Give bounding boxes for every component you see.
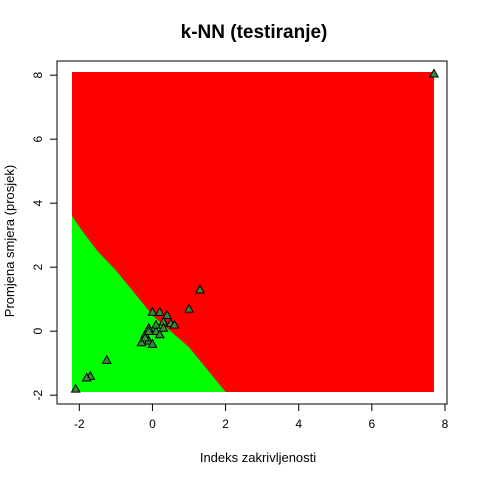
y-tick-label: 6 xyxy=(31,136,45,143)
y-tick-label: 4 xyxy=(31,200,45,207)
data-point xyxy=(151,319,162,329)
x-axis-title: Indeks zakrivljenosti xyxy=(200,450,316,465)
region-green xyxy=(72,216,226,392)
data-point xyxy=(183,303,195,313)
y-tick-label: 0 xyxy=(31,328,45,335)
data-point xyxy=(194,284,206,294)
data-point xyxy=(158,322,169,332)
data-point xyxy=(147,306,158,316)
data-point xyxy=(136,337,147,347)
data-point xyxy=(162,309,173,320)
x-tick-label: 6 xyxy=(368,417,375,431)
x-tick-label: 8 xyxy=(442,417,449,431)
data-point xyxy=(81,372,92,382)
y-tick-label: 8 xyxy=(31,72,45,79)
y-axis-title: Promjena smjera (prosjek) xyxy=(2,165,17,317)
data-point xyxy=(147,338,158,348)
chart-title: k-NN (testiranje) xyxy=(181,22,328,43)
data-point xyxy=(140,332,151,342)
data-point xyxy=(143,325,154,336)
data-point xyxy=(101,354,112,364)
x-tick-label: 2 xyxy=(222,417,229,431)
data-point xyxy=(169,319,180,329)
data-point xyxy=(428,68,440,78)
x-tick-label: 0 xyxy=(149,417,156,431)
data-point xyxy=(70,383,81,393)
data-point xyxy=(154,329,165,339)
x-tick-label: 4 xyxy=(295,417,302,431)
plot-area xyxy=(70,68,440,393)
axes: -2 0 2 4 6 8 -2 0 2 4 6 8 xyxy=(31,60,449,431)
y-tick-label: -2 xyxy=(31,390,45,401)
y-tick-label: 2 xyxy=(31,264,45,271)
x-tick-label: -2 xyxy=(74,417,85,431)
data-point xyxy=(154,306,165,316)
